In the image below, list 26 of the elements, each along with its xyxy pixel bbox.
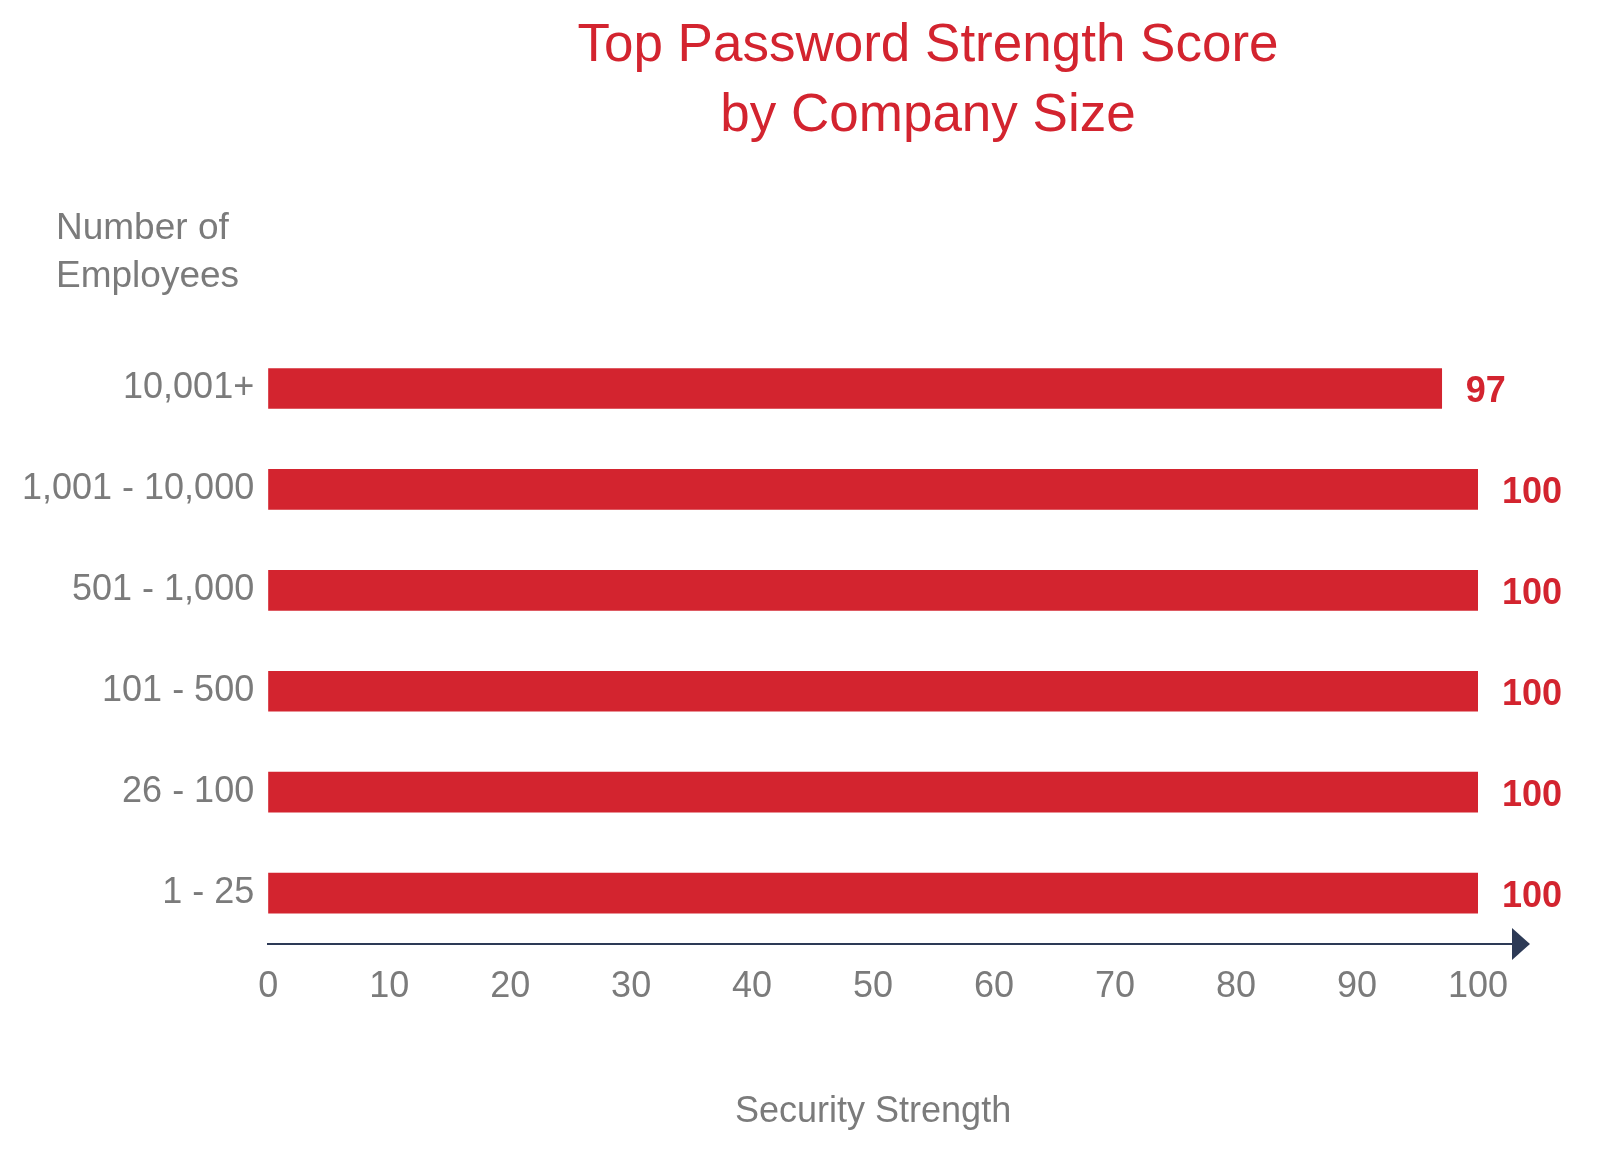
x-tick-label: 30	[611, 964, 652, 1006]
data-label: 100	[1502, 470, 1563, 512]
y-tick-label: 101 - 500	[102, 668, 255, 710]
data-label: 100	[1502, 874, 1563, 916]
x-tick-label: 60	[974, 964, 1015, 1006]
x-tick-label: 10	[369, 964, 410, 1006]
data-label: 97	[1465, 369, 1506, 411]
x-tick-label: 100	[1447, 964, 1509, 1006]
x-tick-label: 0	[258, 964, 279, 1006]
y-tick-label: 501 - 1,000	[72, 567, 255, 609]
y-tick-label: 26 - 100	[122, 769, 255, 811]
x-tick-label: 50	[853, 964, 894, 1006]
x-tick-label: 40	[732, 964, 773, 1006]
x-tick-label: 20	[490, 964, 531, 1006]
data-label: 100	[1502, 773, 1563, 815]
x-tick-label: 80	[1216, 964, 1257, 1006]
y-tick-label: 1,001 - 10,000	[21, 466, 255, 508]
data-label: 100	[1502, 672, 1563, 714]
y-tick-label: 10,001+	[123, 365, 255, 407]
x-tick-label: 70	[1095, 964, 1136, 1006]
data-label: 100	[1502, 571, 1563, 613]
chart-title: Top Password Strength Score by Company Size	[576, 12, 1280, 144]
y-tick-label: 1 - 25	[162, 870, 255, 912]
y-axis-title: Number of Employees	[56, 205, 241, 297]
x-axis-title: Security Strength	[735, 1089, 1012, 1131]
x-tick-label: 90	[1337, 964, 1378, 1006]
